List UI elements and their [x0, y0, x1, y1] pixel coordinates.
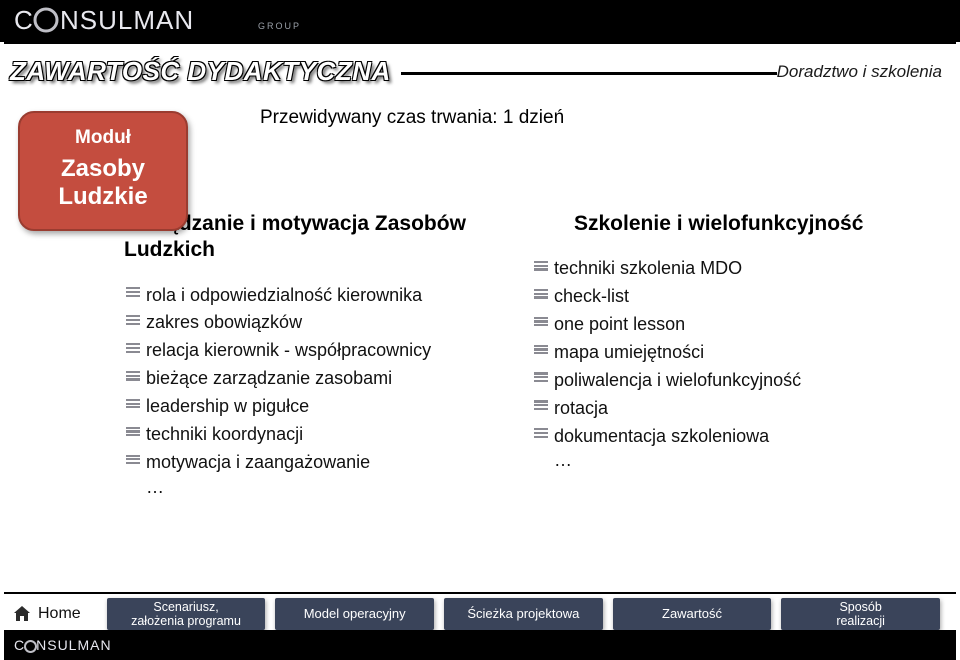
list-item: zakres obowiązków — [126, 309, 512, 337]
header-tagline: Doradztwo i szkolenia — [777, 62, 948, 82]
column-right: Szkolenie i wielofunkcyjność techniki sz… — [532, 211, 920, 498]
footer-logo-bar: CNSULMAN — [4, 630, 956, 660]
svg-text:C: C — [14, 6, 34, 35]
tab-sposob[interactable]: Sposóbrealizacji — [781, 598, 940, 630]
right-heading: Szkolenie i wielofunkcyjność — [574, 211, 920, 237]
left-list: rola i odpowiedzialność kierownika zakre… — [124, 282, 512, 477]
right-ellipsis: … — [532, 450, 920, 471]
columns: Zarządzanie i motywacja Zasobów Ludzkich… — [124, 211, 920, 498]
right-list: techniki szkolenia MDO check-list one po… — [532, 255, 920, 450]
list-item: check-list — [534, 283, 920, 311]
column-left: Zarządzanie i motywacja Zasobów Ludzkich… — [124, 211, 512, 498]
module-line2: Zasoby — [20, 155, 186, 183]
list-item: mapa umiejętności — [534, 339, 920, 367]
list-item: poliwalencja i wielofunkcyjność — [534, 367, 920, 395]
brand-group: GROUP — [258, 21, 301, 31]
list-item: leadership w pigułce — [126, 393, 512, 421]
list-item: techniki szkolenia MDO — [534, 255, 920, 283]
footer: Home Scenariusz,założenia programu Model… — [0, 592, 960, 660]
header-bar: C NSULMAN GROUP — [0, 0, 960, 42]
tab-zawartosc[interactable]: Zawartość — [613, 598, 772, 630]
tab-sciezka[interactable]: Ścieżka projektowa — [444, 598, 603, 630]
page-title: ZAWARTOŚĆ DYDAKTYCZNA — [4, 56, 401, 87]
footer-tabs: Scenariusz,założenia programu Model oper… — [107, 598, 940, 630]
home-icon — [12, 605, 32, 623]
list-item: rotacja — [534, 395, 920, 423]
tab-model[interactable]: Model operacyjny — [275, 598, 434, 630]
list-item: rola i odpowiedzialność kierownika — [126, 282, 512, 310]
home-label: Home — [38, 605, 81, 623]
duration-text: Przewidywany czas trwania: 1 dzień — [260, 107, 564, 129]
list-item: techniki koordynacji — [126, 421, 512, 449]
title-row: ZAWARTOŚĆ DYDAKTYCZNA Doradztwo i szkole… — [0, 56, 960, 87]
list-item: one point lesson — [534, 311, 920, 339]
footer-nav: Home Scenariusz,założenia programu Model… — [0, 594, 960, 630]
list-item: motywacja i zaangażowanie — [126, 449, 512, 477]
module-badge: Moduł Zasoby Ludzkie — [18, 111, 188, 231]
list-item: relacja kierownik - współpracownicy — [126, 337, 512, 365]
svg-text:NSULMAN: NSULMAN — [60, 6, 194, 35]
content-area: Moduł Zasoby Ludzkie Przewidywany czas t… — [0, 87, 960, 597]
title-left: ZAWARTOŚĆ DYDAKTYCZNA — [4, 56, 777, 87]
tab-scenariusz[interactable]: Scenariusz,założenia programu — [107, 598, 266, 630]
module-line3: Ludzkie — [20, 183, 186, 211]
left-ellipsis: … — [124, 477, 512, 498]
home-link[interactable]: Home — [12, 605, 107, 623]
list-item: dokumentacja szkoleniowa — [534, 423, 920, 451]
list-item: bieżące zarządzanie zasobami — [126, 365, 512, 393]
module-line1: Moduł — [20, 127, 186, 149]
brand-logo: C NSULMAN GROUP — [14, 6, 301, 36]
